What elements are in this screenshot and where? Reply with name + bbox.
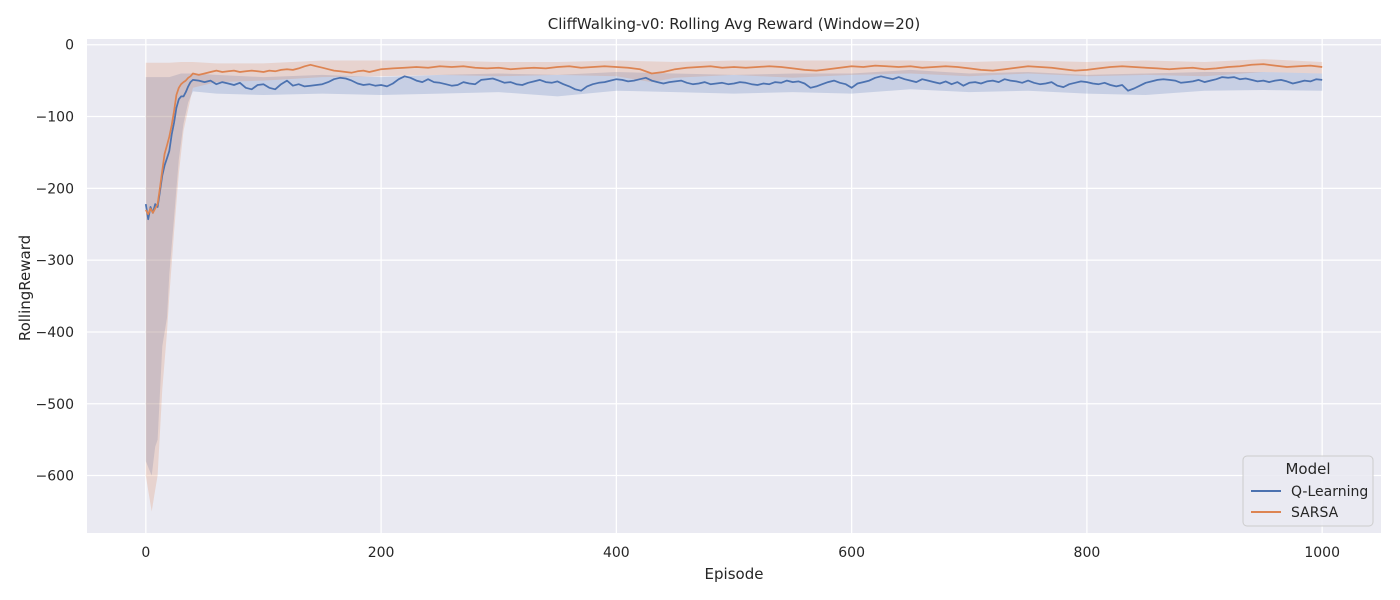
series-lines <box>144 63 1323 221</box>
grid-lines <box>87 39 1381 533</box>
legend: Model Q-Learning SARSA <box>1242 455 1374 527</box>
y-axis-label: RollingReward <box>16 235 34 341</box>
x-tick-label: 0 <box>141 545 150 561</box>
y-tick-label: −400 <box>36 325 74 341</box>
series-line-q-learning <box>144 75 1323 221</box>
x-tick-label: 1000 <box>1304 545 1340 561</box>
y-tick-label: −600 <box>36 469 74 485</box>
y-tick-label: −100 <box>36 110 74 126</box>
legend-label-sarsa: SARSA <box>1291 505 1339 521</box>
series-line-sarsa <box>145 63 1323 216</box>
y-tick-label: 0 <box>65 38 74 54</box>
x-tick-label: 400 <box>603 545 630 561</box>
legend-label-q-learning: Q-Learning <box>1291 484 1368 500</box>
y-tick-label: −200 <box>36 181 74 197</box>
legend-title: Model <box>1285 460 1330 478</box>
chart-title: CliffWalking-v0: Rolling Avg Reward (Win… <box>548 15 920 33</box>
y-tick-labels: 0 −100 −200 −300 −400 −500 −600 <box>36 38 74 485</box>
x-tick-label: 600 <box>838 545 865 561</box>
y-tick-label: −500 <box>36 397 74 413</box>
x-tick-label: 200 <box>368 545 395 561</box>
x-tick-labels: 0 200 400 600 800 1000 <box>141 545 1340 561</box>
x-axis-label: Episode <box>705 565 764 583</box>
legend-box <box>1242 455 1374 527</box>
plot-area <box>87 39 1381 533</box>
y-tick-label: −300 <box>36 253 74 269</box>
x-tick-label: 800 <box>1074 545 1101 561</box>
